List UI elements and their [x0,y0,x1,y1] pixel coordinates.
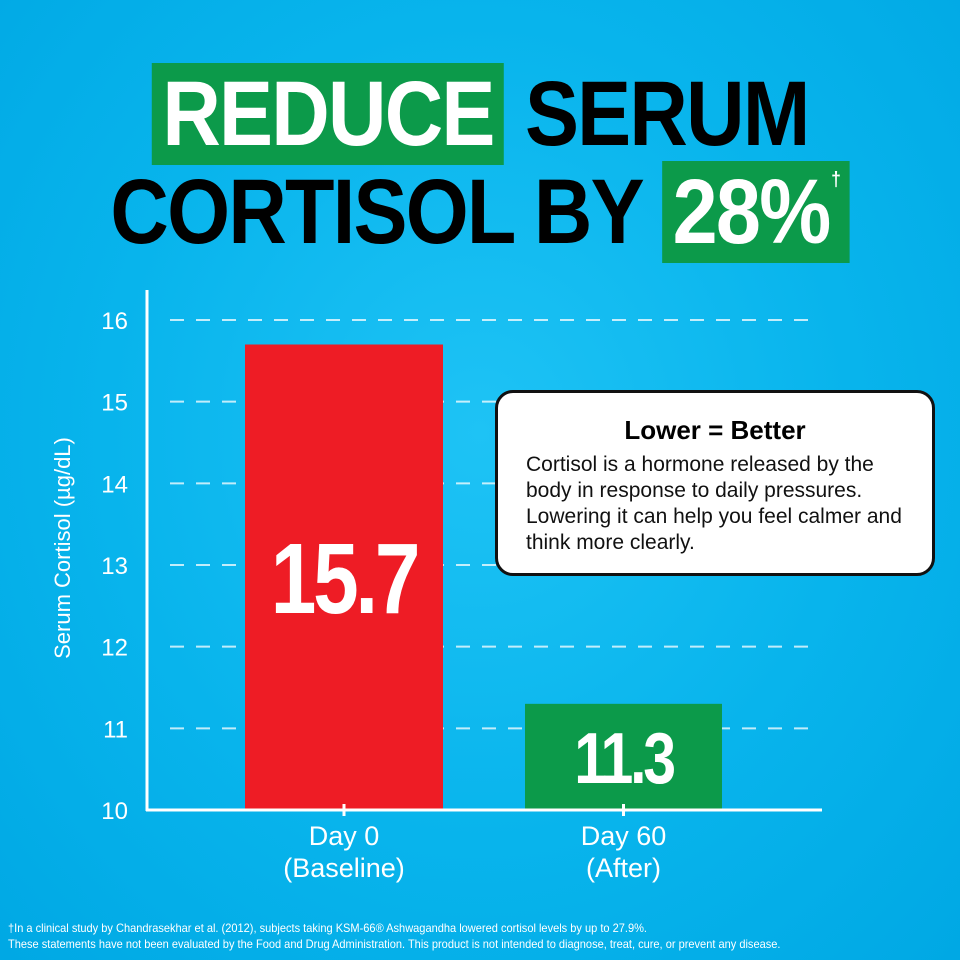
bar-1 [525,703,722,810]
x-tick-label: Day 0 [309,821,380,851]
headline-highlight-percent: 28%† [662,161,850,263]
headline-line-2: CORTISOL BY 28%† [0,161,960,263]
callout-box: Lower = Better Cortisol is a hormone rel… [495,390,935,576]
headline-line-1: REDUCE SERUM [0,63,960,165]
percent-value: 28% [672,161,832,263]
data-label: 15.7 [271,524,417,636]
x-tick-label: (After) [586,853,661,883]
headline-highlight-reduce: REDUCE [151,63,505,165]
y-tick-label: 14 [101,471,128,498]
footnote-fda: These statements have not been evaluated… [8,937,781,951]
footnote-study: †In a clinical study by Chandrasekhar et… [8,921,647,935]
footnotes: †In a clinical study by Chandrasekhar et… [8,920,780,952]
y-tick-label: 12 [101,635,128,662]
callout-body: Cortisol is a hormone released by the bo… [526,453,902,554]
data-label: 11.3 [574,717,674,798]
headline-text: CORTISOL BY [110,161,643,263]
headline-text: SERUM [524,63,810,165]
y-tick-label: 15 [101,390,128,417]
callout-title: Lower = Better [624,415,806,445]
x-tick-label: Day 60 [581,821,667,851]
x-tick-label: (Baseline) [283,853,405,883]
y-tick-label: 13 [101,553,128,580]
y-tick-label: 16 [101,308,128,335]
y-axis-label: Serum Cortisol (µg/dL) [50,437,75,659]
dagger-mark: † [831,169,841,191]
y-tick-label: 10 [101,798,128,825]
bar-0 [245,344,443,810]
y-tick-label: 11 [103,716,128,743]
